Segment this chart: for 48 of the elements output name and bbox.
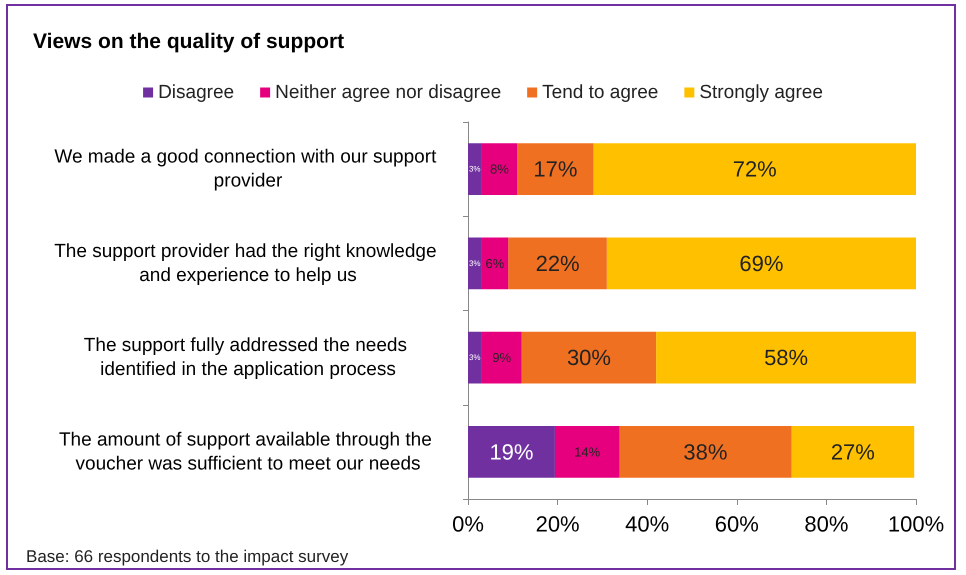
bar [508, 237, 607, 290]
bar [791, 426, 914, 478]
bar [517, 143, 594, 196]
bar [656, 332, 916, 384]
data-label: 58% [764, 345, 808, 370]
data-label: 3% [468, 353, 480, 362]
x-tick-label: 80% [804, 512, 848, 536]
data-label: 22% [536, 250, 580, 276]
legend-label: Disagree [158, 82, 234, 103]
data-label: 69% [739, 250, 784, 276]
data-label: 27% [830, 439, 875, 464]
legend-label: Strongly agree [699, 82, 823, 103]
data-label: 72% [732, 156, 777, 182]
data-label: 30% [566, 345, 611, 370]
bar [554, 426, 620, 478]
bar [468, 237, 482, 290]
data-label: 8% [490, 162, 510, 177]
y-tick-label: We made a good connection with our support provider [54, 146, 442, 192]
y-tick-label: The support fully addressed the needs identified in the application process [84, 335, 412, 380]
y-tick-label: The support provider had the right knowledge and experience to help us [54, 240, 442, 286]
bar [468, 426, 555, 478]
bar [481, 143, 518, 196]
bar [481, 237, 508, 290]
bar [468, 332, 482, 384]
x-tick-label: 60% [714, 512, 759, 536]
bar [593, 143, 916, 196]
bar [606, 237, 916, 290]
y-tick-label: The amount of support available through the voucher was sufficient to meet our needs [58, 429, 438, 474]
legend-label: Neither agree nor disagree [275, 82, 502, 103]
x-tick-label: 40% [625, 512, 670, 536]
bar [522, 332, 656, 384]
bar [468, 143, 482, 196]
bar [481, 332, 522, 384]
data-label: 9% [492, 350, 512, 366]
x-tick-label: 100% [888, 512, 944, 536]
data-label: 17% [533, 156, 578, 182]
text: Views on the quality of support [33, 30, 344, 53]
legend-label: Tend to agree [542, 82, 658, 103]
data-label: 3% [468, 258, 480, 268]
data-label: 19% [489, 439, 534, 464]
x-tick-label: 0% [452, 512, 484, 536]
x-tick-label: 20% [536, 512, 580, 536]
text: Base: 66 respondents to the impact survey [26, 547, 349, 566]
data-label: 38% [683, 439, 728, 464]
bar [619, 426, 792, 478]
data-label: 3% [468, 164, 480, 174]
data-label: 6% [485, 256, 505, 271]
data-label: 14% [574, 444, 601, 460]
